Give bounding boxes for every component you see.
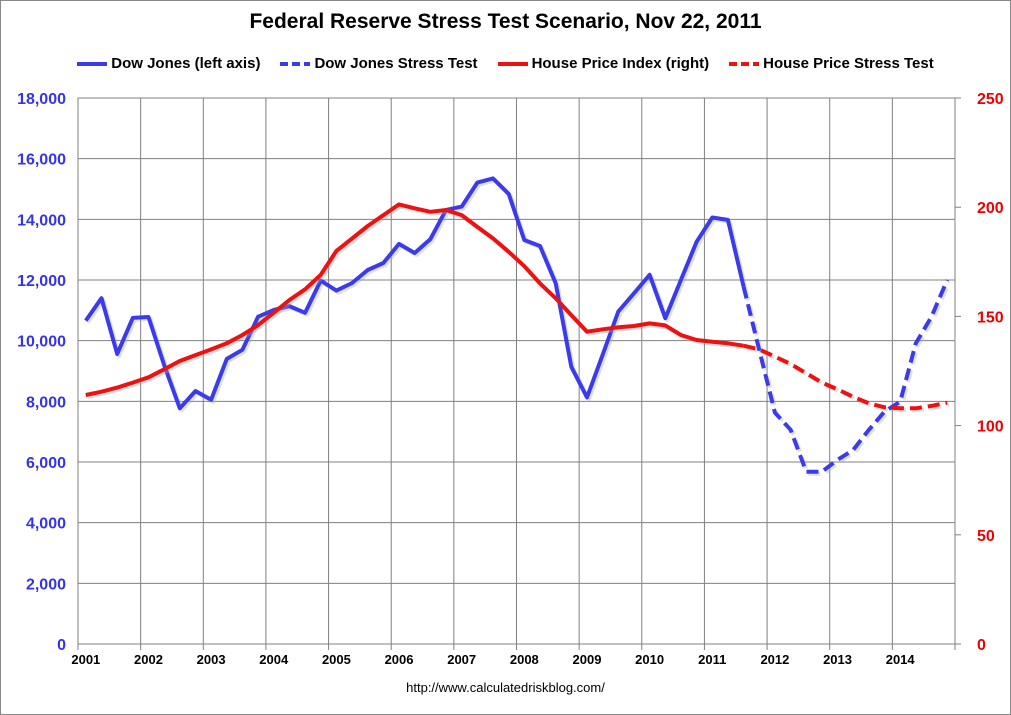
x-tick-label: 2011: [698, 652, 726, 667]
y-right-tick-label: 100: [977, 419, 1004, 436]
y-left-tick-label: 14,000: [17, 212, 66, 229]
x-tick-label: 2012: [760, 652, 789, 667]
legend-swatch-hpi-stress: [729, 61, 760, 66]
chart-title: Federal Reserve Stress Test Scenario, No…: [249, 10, 762, 33]
y-left-tick-label: 16,000: [17, 152, 66, 169]
x-tick-label: 2006: [385, 652, 414, 667]
series-line: [743, 343, 948, 411]
x-tick-label: 2004: [259, 652, 289, 667]
x-tick-label: 2014: [886, 652, 916, 667]
legend-item-dow-stress: Dow Jones Stress Test: [280, 55, 478, 72]
x-tick-label: 2001: [71, 652, 100, 667]
legend: Dow Jones (left axis) Dow Jones Stress T…: [0, 55, 1011, 72]
legend-swatch-hpi: [497, 61, 528, 66]
series-dow-jones-left-axis-: [84, 176, 748, 413]
legend-label-dow: Dow Jones (left axis): [111, 55, 261, 72]
x-tick-label: 2008: [510, 652, 539, 667]
y-right-tick-label: 250: [977, 91, 1004, 108]
x-tick-label: 2009: [573, 652, 602, 667]
y-left-tick-label: 2,000: [26, 576, 66, 593]
y-left-tick-label: 6,000: [26, 455, 66, 472]
y-left-tick-label: 10,000: [17, 334, 66, 351]
legend-swatch-dow: [77, 61, 108, 66]
y-left-tick-label: 12,000: [17, 273, 66, 290]
x-tick-label: 2013: [823, 652, 852, 667]
x-tick-label: 2002: [134, 652, 163, 667]
legend-item-hpi: House Price Index (right): [497, 55, 710, 72]
series-line: [84, 176, 746, 411]
series-dow-jones-stress-test: [741, 279, 952, 476]
source-url: http://www.calculatedriskblog.com/: [406, 680, 605, 695]
series-house-price-stress-test: [743, 343, 950, 413]
x-tick-label: 2010: [635, 652, 664, 667]
legend-label-hpi: House Price Index (right): [531, 55, 710, 72]
series-house-price-index-right-: [85, 202, 746, 399]
y-left-tick-label: 8,000: [26, 394, 66, 411]
y-left-tick-label: 0: [57, 637, 66, 654]
y-right-tick-label: 50: [977, 528, 995, 545]
x-tick-label: 2007: [447, 652, 476, 667]
y-left-tick-label: 4,000: [26, 516, 66, 533]
x-tick-label: 2003: [197, 652, 226, 667]
x-tick-label: 2005: [322, 652, 351, 667]
y-right-tick-label: 0: [977, 637, 986, 654]
y-left-tick-label: 18,000: [17, 91, 66, 108]
legend-label-dow-stress: Dow Jones Stress Test: [314, 55, 478, 72]
y-right-tick-label: 200: [977, 200, 1004, 217]
y-right-tick-label: 150: [977, 309, 1004, 326]
legend-item-dow: Dow Jones (left axis): [77, 55, 260, 72]
series-line: [85, 202, 744, 397]
legend-item-hpi-stress: House Price Stress Test: [729, 55, 934, 72]
legend-swatch-dow-stress: [280, 61, 311, 66]
series-line: [741, 279, 950, 474]
legend-label-hpi-stress: House Price Stress Test: [763, 55, 934, 72]
